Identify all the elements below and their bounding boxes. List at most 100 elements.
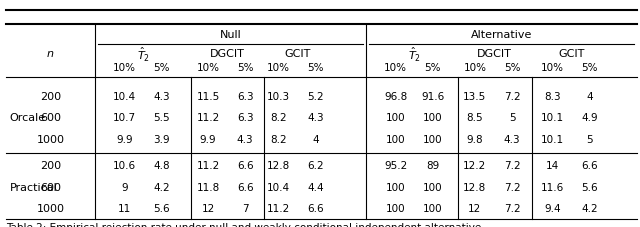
Text: DGCIT: DGCIT xyxy=(477,49,511,59)
Text: 11.2: 11.2 xyxy=(196,114,220,123)
Text: 100: 100 xyxy=(423,135,442,145)
Text: 100: 100 xyxy=(386,204,405,214)
Text: 10.7: 10.7 xyxy=(113,114,136,123)
Text: 10%: 10% xyxy=(113,63,136,73)
Text: 10%: 10% xyxy=(196,63,220,73)
Text: 11.2: 11.2 xyxy=(196,161,220,171)
Text: 7.2: 7.2 xyxy=(504,183,520,192)
Text: 10.1: 10.1 xyxy=(541,135,564,145)
Text: Practical: Practical xyxy=(10,183,58,192)
Text: 10.4: 10.4 xyxy=(267,183,290,192)
Text: 5.2: 5.2 xyxy=(307,92,324,102)
Text: 10.1: 10.1 xyxy=(541,114,564,123)
Text: 100: 100 xyxy=(386,114,405,123)
Text: 5: 5 xyxy=(586,135,593,145)
Text: 6.6: 6.6 xyxy=(307,204,324,214)
Text: 10%: 10% xyxy=(463,63,486,73)
Text: DGCIT: DGCIT xyxy=(210,49,244,59)
Text: 600: 600 xyxy=(40,114,61,123)
Text: 11.5: 11.5 xyxy=(196,92,220,102)
Text: 5.5: 5.5 xyxy=(154,114,170,123)
Text: 96.8: 96.8 xyxy=(384,92,407,102)
Text: 14: 14 xyxy=(546,161,559,171)
Text: 9.9: 9.9 xyxy=(116,135,133,145)
Text: $\hat{T}_2$: $\hat{T}_2$ xyxy=(138,45,150,64)
Text: 1000: 1000 xyxy=(36,204,65,214)
Text: Null: Null xyxy=(220,30,241,40)
Text: 7.2: 7.2 xyxy=(504,204,520,214)
Text: $n$: $n$ xyxy=(47,49,54,59)
Text: 12: 12 xyxy=(202,204,214,214)
Text: 1000: 1000 xyxy=(36,135,65,145)
Text: 4.3: 4.3 xyxy=(504,135,520,145)
Text: 10%: 10% xyxy=(267,63,290,73)
Text: 12.2: 12.2 xyxy=(463,161,486,171)
Text: 5%: 5% xyxy=(237,63,253,73)
Text: 10%: 10% xyxy=(541,63,564,73)
Text: 9.8: 9.8 xyxy=(467,135,483,145)
Text: 4.2: 4.2 xyxy=(581,204,598,214)
Text: 200: 200 xyxy=(40,161,61,171)
Text: 4.9: 4.9 xyxy=(581,114,598,123)
Text: 6.6: 6.6 xyxy=(237,183,253,192)
Text: 5%: 5% xyxy=(307,63,324,73)
Text: 13.5: 13.5 xyxy=(463,92,486,102)
Text: 4: 4 xyxy=(312,135,319,145)
Text: 100: 100 xyxy=(423,114,442,123)
Text: 100: 100 xyxy=(423,204,442,214)
Text: GCIT: GCIT xyxy=(284,49,311,59)
Text: 200: 200 xyxy=(40,92,61,102)
Text: 4.3: 4.3 xyxy=(307,114,324,123)
Text: 8.5: 8.5 xyxy=(467,114,483,123)
Text: 8.2: 8.2 xyxy=(270,135,287,145)
Text: 600: 600 xyxy=(40,183,61,192)
Text: 100: 100 xyxy=(386,135,405,145)
Text: 5.6: 5.6 xyxy=(154,204,170,214)
Text: 11: 11 xyxy=(118,204,131,214)
Text: 12: 12 xyxy=(468,204,481,214)
Text: 12.8: 12.8 xyxy=(463,183,486,192)
Text: 9.9: 9.9 xyxy=(200,135,216,145)
Text: 12.8: 12.8 xyxy=(267,161,290,171)
Text: 8.2: 8.2 xyxy=(270,114,287,123)
Text: 9.4: 9.4 xyxy=(544,204,561,214)
Text: 5: 5 xyxy=(509,114,515,123)
Text: 6.2: 6.2 xyxy=(307,161,324,171)
Text: 5%: 5% xyxy=(504,63,520,73)
Text: 95.2: 95.2 xyxy=(384,161,407,171)
Text: 4: 4 xyxy=(586,92,593,102)
Text: $\hat{T}_2$: $\hat{T}_2$ xyxy=(408,45,421,64)
Text: 6.3: 6.3 xyxy=(237,114,253,123)
Text: 6.6: 6.6 xyxy=(581,161,598,171)
Text: 11.2: 11.2 xyxy=(267,204,290,214)
Text: 4.3: 4.3 xyxy=(237,135,253,145)
Text: 5.6: 5.6 xyxy=(581,183,598,192)
Text: 8.3: 8.3 xyxy=(544,92,561,102)
Text: 5%: 5% xyxy=(154,63,170,73)
Text: 7.2: 7.2 xyxy=(504,161,520,171)
Text: Table 2: Empirical rejection rate under null and weakly conditional independent : Table 2: Empirical rejection rate under … xyxy=(6,223,485,227)
Text: 6.3: 6.3 xyxy=(237,92,253,102)
Text: 5%: 5% xyxy=(581,63,598,73)
Text: 4.8: 4.8 xyxy=(154,161,170,171)
Text: 89: 89 xyxy=(426,161,439,171)
Text: 7: 7 xyxy=(242,204,248,214)
Text: 4.3: 4.3 xyxy=(154,92,170,102)
Text: 91.6: 91.6 xyxy=(421,92,444,102)
Text: Alternative: Alternative xyxy=(471,30,532,40)
Text: 4.2: 4.2 xyxy=(154,183,170,192)
Text: 10.6: 10.6 xyxy=(113,161,136,171)
Text: 9: 9 xyxy=(122,183,128,192)
Text: Orcale: Orcale xyxy=(10,114,45,123)
Text: 5%: 5% xyxy=(424,63,441,73)
Text: 7.2: 7.2 xyxy=(504,92,520,102)
Text: 11.6: 11.6 xyxy=(541,183,564,192)
Text: 11.8: 11.8 xyxy=(196,183,220,192)
Text: 10.4: 10.4 xyxy=(113,92,136,102)
Text: GCIT: GCIT xyxy=(558,49,585,59)
Text: 3.9: 3.9 xyxy=(154,135,170,145)
Text: 4.4: 4.4 xyxy=(307,183,324,192)
Text: 6.6: 6.6 xyxy=(237,161,253,171)
Text: 10%: 10% xyxy=(384,63,407,73)
Text: 100: 100 xyxy=(423,183,442,192)
